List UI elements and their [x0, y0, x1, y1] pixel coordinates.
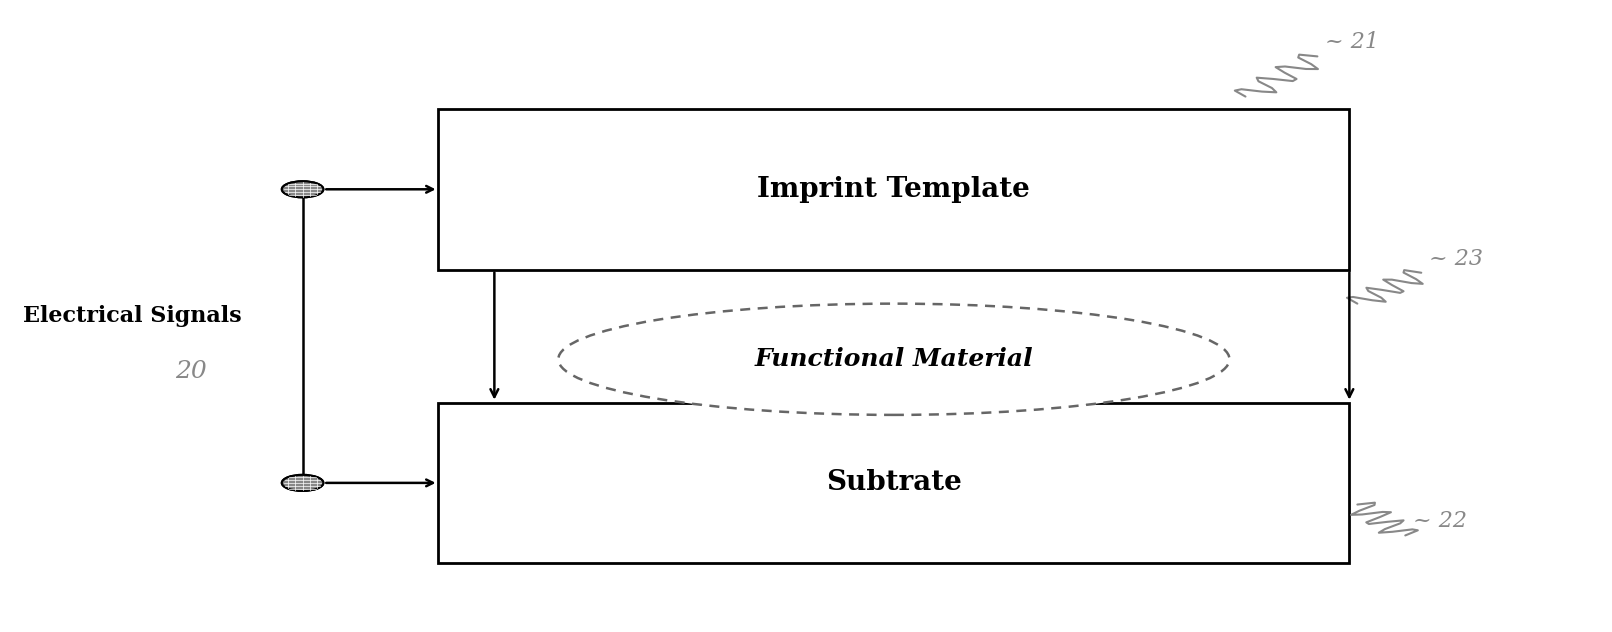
Text: Electrical Signals: Electrical Signals: [23, 305, 242, 327]
Circle shape: [282, 475, 324, 491]
Text: ~ 21: ~ 21: [1325, 32, 1380, 53]
Text: 20: 20: [174, 360, 206, 383]
Bar: [438, 403, 1349, 563]
Text: ~ 23: ~ 23: [1430, 248, 1483, 270]
Text: Functional Material: Functional Material: [754, 347, 1033, 371]
Ellipse shape: [558, 303, 1230, 415]
Text: ~ 22: ~ 22: [1414, 510, 1467, 532]
Circle shape: [282, 181, 324, 197]
Text: Subtrate: Subtrate: [825, 470, 962, 496]
Bar: [438, 109, 1349, 270]
Circle shape: [282, 181, 324, 197]
Circle shape: [282, 475, 324, 491]
Text: Imprint Template: Imprint Template: [758, 176, 1030, 203]
